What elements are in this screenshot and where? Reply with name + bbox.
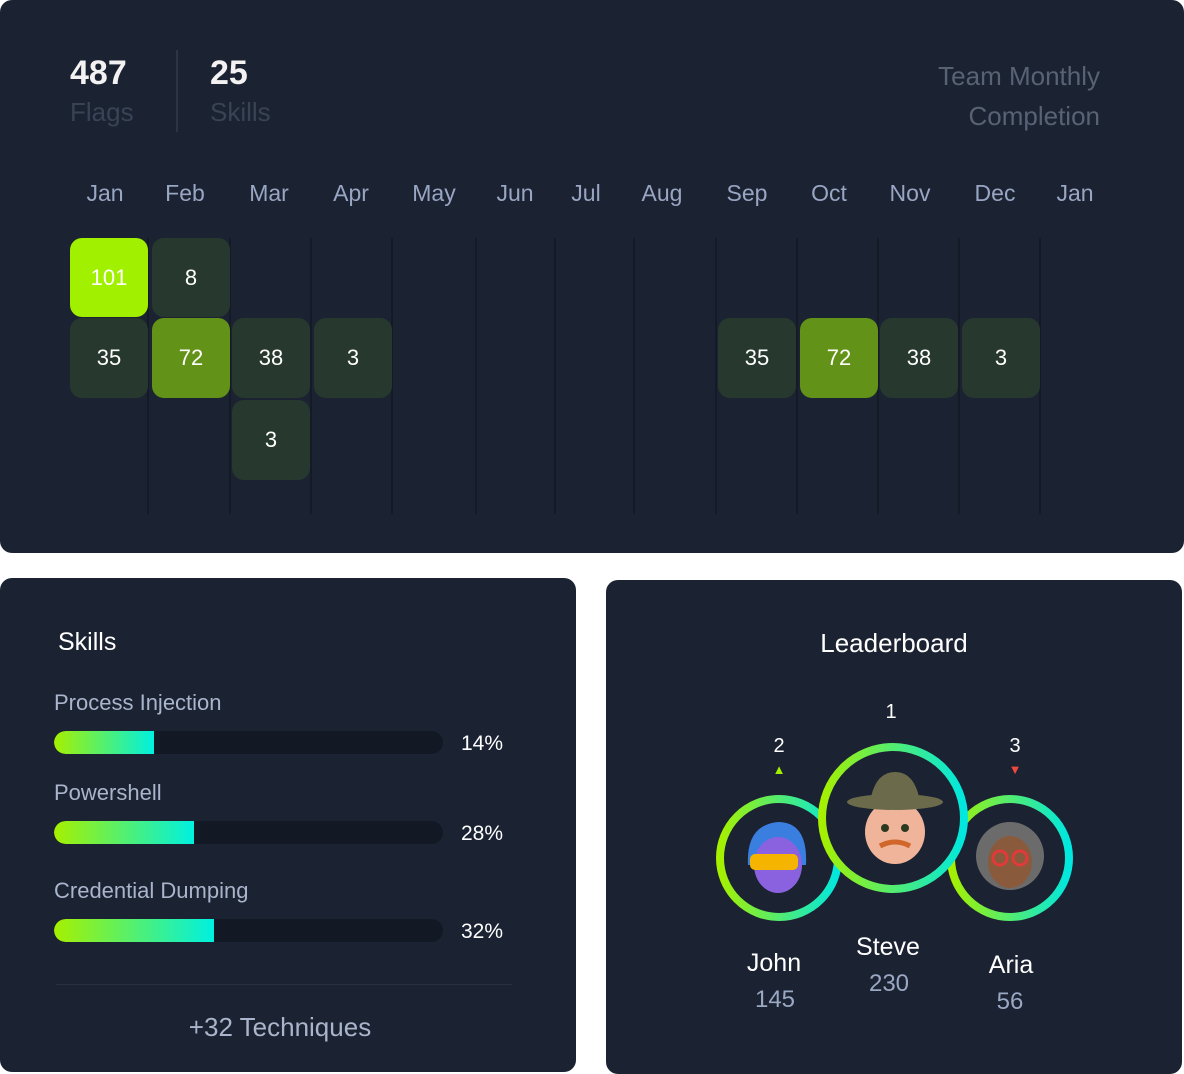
completion-cell[interactable]: 8 — [152, 238, 230, 317]
flags-label: Flags — [70, 97, 134, 127]
month-label: Jun — [496, 180, 534, 206]
divider — [56, 984, 512, 985]
completion-cell[interactable]: 72 — [800, 318, 878, 398]
player-name: Steve — [856, 933, 920, 961]
skill-name: Process Injection — [54, 690, 222, 715]
skill-percent: 14% — [461, 732, 504, 755]
skill-progress-bar — [54, 821, 443, 844]
monthly-completion-card: 487 Flags 25 Skills Team Monthly Complet… — [0, 0, 1184, 553]
completion-cell[interactable]: 72 — [152, 318, 230, 398]
month-label: Jan — [1056, 180, 1094, 206]
month-label: Jul — [571, 180, 601, 206]
completion-cell[interactable]: 35 — [70, 318, 148, 398]
avatar-aria[interactable] — [947, 795, 1073, 921]
month-label: Nov — [889, 180, 931, 206]
completion-cell[interactable]: 38 — [232, 318, 310, 398]
calendar-title: Team Monthly Completion — [938, 61, 1100, 131]
flags-count: 487 — [70, 54, 127, 92]
skills-label: Skills — [210, 97, 271, 127]
month-label: Sep — [726, 180, 768, 206]
month-label: Feb — [165, 180, 205, 206]
month-label: May — [412, 180, 456, 206]
grid-line — [877, 238, 879, 514]
player-name: Aria — [988, 951, 1034, 979]
completion-cell[interactable]: 101 — [70, 238, 148, 317]
rank-label: 2 — [773, 735, 785, 757]
month-label: Mar — [249, 180, 289, 206]
month-label: Dec — [974, 180, 1016, 206]
grid-line — [633, 238, 635, 514]
completion-cell[interactable]: 35 — [718, 318, 796, 398]
grid-line — [715, 238, 717, 514]
more-techniques-link[interactable]: +32 Techniques — [188, 1012, 372, 1042]
completion-cell[interactable]: 38 — [880, 318, 958, 398]
skill-name: Powershell — [54, 780, 162, 805]
skill-progress-bar — [54, 731, 443, 754]
completion-cell[interactable]: 3 — [232, 400, 310, 480]
skill-name: Credential Dumping — [54, 878, 249, 903]
skills-stat: 25 Skills — [210, 54, 271, 128]
skill-progress-bar — [54, 919, 443, 942]
rank-label: 3 — [1009, 735, 1021, 757]
skill-percent: 32% — [461, 920, 504, 943]
grid-line — [229, 238, 231, 514]
grid-line — [554, 238, 556, 514]
grid-line — [1039, 238, 1041, 514]
month-label: Apr — [333, 180, 369, 206]
grid-line — [147, 238, 149, 514]
skill-percent: 28% — [461, 822, 504, 845]
grid-line — [391, 238, 393, 514]
completion-cell[interactable]: 3 — [962, 318, 1040, 398]
leaderboard-title: Leaderboard — [820, 628, 968, 658]
avatar-steve[interactable] — [818, 743, 968, 893]
avatar-john[interactable] — [716, 795, 842, 921]
grid-line — [310, 238, 312, 514]
trend-down-icon: ▼ — [1008, 762, 1022, 777]
trend-up-icon: ▲ — [772, 762, 786, 777]
month-label: Aug — [641, 180, 683, 206]
leaderboard-avatars — [716, 743, 1073, 921]
completion-cell[interactable]: 3 — [314, 318, 392, 398]
player-score: 230 — [868, 970, 910, 997]
month-label: Oct — [811, 180, 847, 206]
player-score: 145 — [754, 986, 796, 1013]
grid-line — [796, 238, 798, 514]
skills-title: Skills — [58, 628, 117, 656]
flags-stat: 487 Flags — [70, 54, 134, 128]
grid-line — [958, 238, 960, 514]
month-label: Jan — [86, 180, 124, 206]
rank-label: 1 — [885, 701, 897, 723]
stat-divider — [176, 50, 178, 132]
player-score: 56 — [996, 988, 1024, 1015]
grid-line — [475, 238, 477, 514]
player-name: John — [746, 949, 802, 977]
skills-count: 25 — [210, 54, 248, 92]
